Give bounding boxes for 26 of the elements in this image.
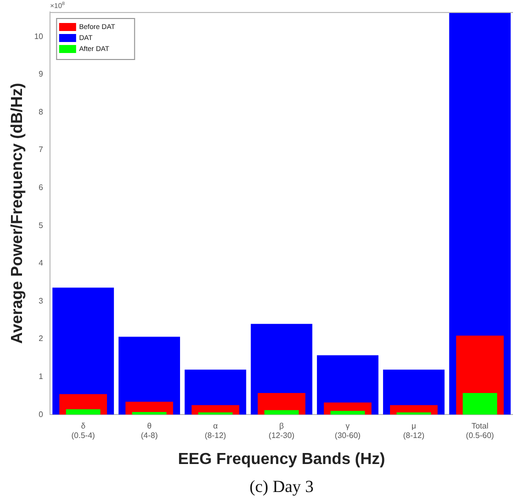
- y-tick-label: 7: [38, 145, 44, 154]
- y-tick-label: 10: [34, 32, 44, 41]
- x-axis-title: EEG Frequency Bands (Hz): [178, 450, 386, 468]
- x-tick-label: μ (8-12): [403, 422, 425, 440]
- x-tick-label: α (8-12): [204, 422, 226, 440]
- y-tick-label: 6: [38, 182, 44, 192]
- x-tick-label: Total (0.5-60): [466, 422, 494, 440]
- text: (c) Day 3: [249, 477, 314, 496]
- bar: [462, 393, 498, 415]
- x-tick-label: γ (30-60): [334, 422, 361, 440]
- y-tick-label: 8: [38, 107, 44, 116]
- bar: [132, 412, 166, 415]
- y-tick-label: 4: [38, 258, 44, 268]
- y-tick-label: 3: [38, 296, 44, 306]
- y-tick-label: 0: [38, 410, 44, 419]
- y-axis-title: Average Power/Frequency (dB/Hz): [9, 82, 26, 344]
- y-tick-label: 5: [38, 220, 44, 230]
- x-tick-label: δ (0.5-4): [71, 422, 96, 440]
- x-tick-label: θ (4-8): [140, 422, 158, 440]
- x-tick-label: β (12-30): [268, 422, 295, 440]
- bar: [330, 410, 365, 415]
- y-tick-label: 1: [38, 372, 44, 381]
- y-tick-label: 9: [38, 70, 44, 79]
- y-tick-label: 2: [38, 334, 44, 344]
- bar: [264, 410, 299, 415]
- bar: [66, 409, 100, 415]
